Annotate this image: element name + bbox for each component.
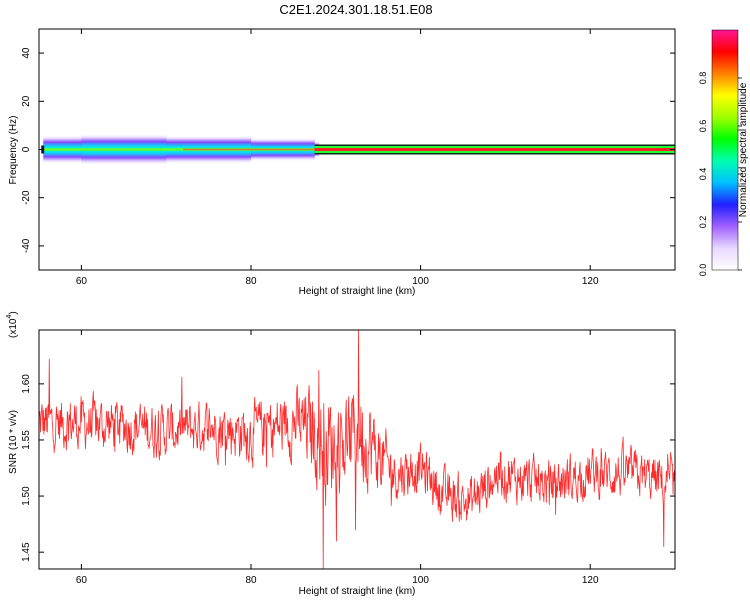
- colorbar-tick-label: 0.8: [698, 72, 708, 85]
- colorbar-tick-label: 0.6: [698, 120, 708, 133]
- spectrogram-y-tick-label: -40: [21, 238, 32, 253]
- snr-y-multiplier-base: (x10: [8, 318, 19, 338]
- snr-x-tick-label: 120: [582, 575, 599, 586]
- svg-text:(x104): (x104): [6, 311, 19, 338]
- colorbar-tick-label: 0.0: [698, 264, 708, 277]
- spectrogram-y-tick-label: 0: [21, 146, 32, 152]
- colorbar: 0.0 0.2 0.4 0.6 0.8 Normalized spectral ampl…: [698, 29, 749, 277]
- snr-y-label: SNR (10 * v/v): [8, 410, 19, 474]
- spectrogram-left-core: [43, 148, 315, 151]
- snr-y-tick-label: 1.45: [21, 542, 32, 562]
- snr-series-line: [39, 330, 675, 569]
- snr-x-label: Height of straight line (km): [299, 586, 416, 597]
- snr-y-ticks: 1.60 1.55 1.50 1.45: [21, 374, 675, 562]
- snr-panel: 60 80 100 120 1.60 1.55 1.50 1.45 Height of st…: [6, 311, 676, 597]
- snr-y-multiplier-exp: 4: [6, 315, 13, 319]
- snr-frame: [38, 329, 676, 570]
- spectrogram-x-tick-label: 60: [76, 276, 88, 287]
- snr-x-tick-label: 100: [412, 575, 429, 586]
- snr-x-ticks: 60 80 100 120: [76, 330, 599, 586]
- spectrogram-x-tick-label: 80: [245, 276, 257, 287]
- snr-y-tick-label: 1.55: [21, 430, 32, 450]
- colorbar-ticks: 0.0 0.2 0.4 0.6 0.8: [698, 72, 742, 277]
- spectrogram-band: [41, 133, 675, 166]
- spectrogram-y-label: Frequency (Hz): [8, 116, 19, 185]
- snr-x-tick-label: 80: [245, 575, 257, 586]
- snr-y-multiplier: (x104): [6, 311, 19, 338]
- spectrogram-x-ticks: 60 80 100 120: [76, 29, 599, 287]
- chart-title: C2E1.2024.301.18.51.E08: [279, 2, 433, 17]
- spectrogram-y-ticks: 40 20 0 -20 -40: [21, 47, 675, 253]
- colorbar-tick-label: 0.4: [698, 168, 708, 181]
- spectrogram-x-tick-label: 120: [582, 276, 599, 287]
- snr-x-tick-label: 60: [76, 575, 88, 586]
- colorbar-label: Normalized spectral amplitude: [738, 82, 749, 217]
- spectrogram-x-tick-label: 100: [412, 276, 429, 287]
- snr-y-tick-label: 1.60: [21, 374, 32, 394]
- spectrogram-y-tick-label: -20: [21, 190, 32, 205]
- colorbar-tick-label: 0.2: [698, 216, 708, 229]
- spectrogram-y-tick-label: 20: [21, 95, 32, 107]
- spectrogram-line-core: [314, 148, 675, 151]
- spectrogram-x-label: Height of straight line (km): [299, 286, 416, 297]
- spectrogram-panel: 60 80 100 120 40 20 0 -20 -40 Height of straigh…: [8, 28, 676, 297]
- snr-y-tick-label: 1.50: [21, 486, 32, 506]
- colorbar-gradient: [711, 29, 739, 271]
- spectrogram-left-core-red: [183, 148, 315, 151]
- spectrogram-y-tick-label: 40: [21, 47, 32, 59]
